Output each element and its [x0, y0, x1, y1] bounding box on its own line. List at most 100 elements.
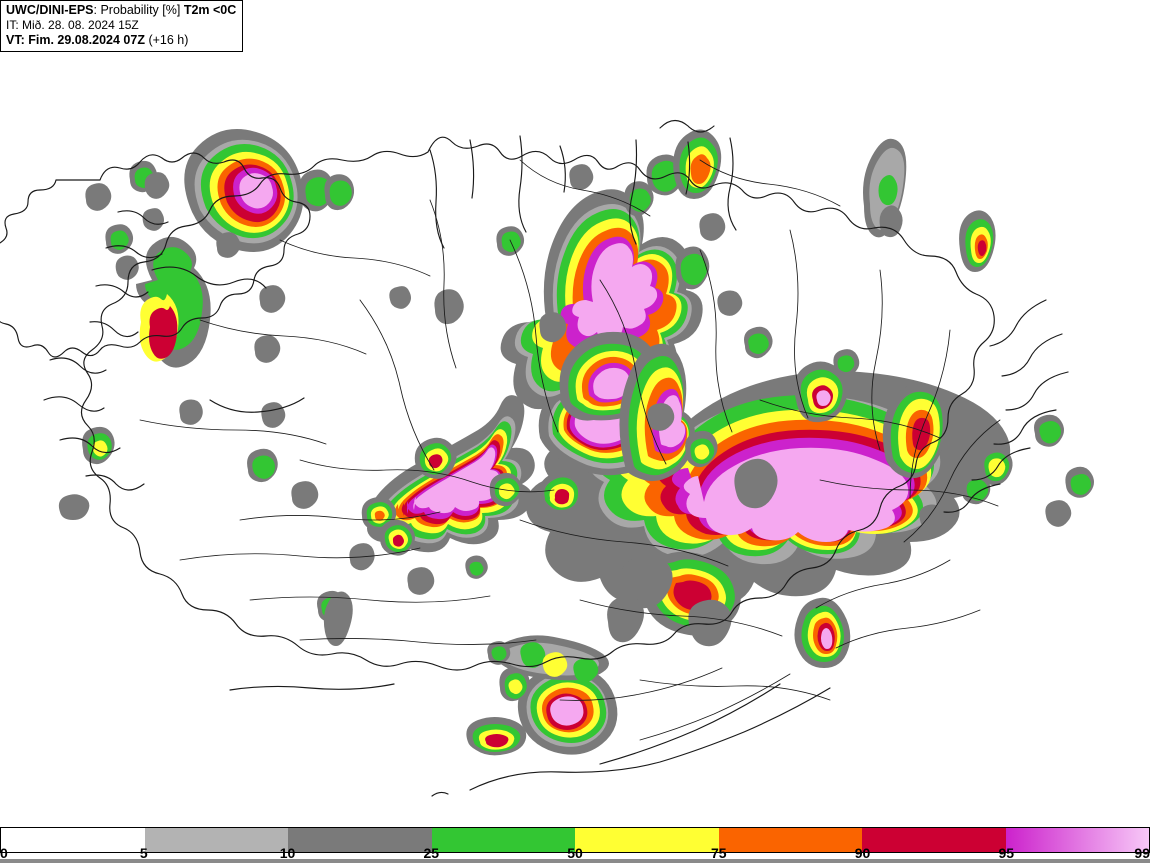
coastline-n-fjord5 — [629, 139, 638, 245]
coastline-s-sandur — [469, 687, 831, 791]
colorbar-tick-99: 99 — [1134, 845, 1150, 861]
e3-green — [966, 479, 988, 501]
coastline-e-fjord2 — [1001, 333, 1063, 377]
colorbar-tick-5: 5 — [139, 845, 148, 861]
contour-group-east — [961, 414, 1094, 527]
contour-group-langjokull — [361, 395, 535, 556]
nc3-green — [680, 253, 707, 286]
colorbar-tick-25: 25 — [423, 845, 440, 861]
wf-green-sat9 — [252, 455, 275, 479]
init-time: Mið. 28. 08. 2024 15Z — [22, 18, 139, 33]
sg20 — [607, 595, 644, 643]
myr-pink — [550, 696, 584, 726]
coastline-wf-fjord7 — [59, 437, 121, 454]
wf-green-sat2 — [110, 230, 129, 250]
nh-pink-upper — [572, 243, 658, 342]
coastline-wf-fjord8 — [85, 474, 145, 491]
hofs-sat-crimson — [554, 489, 570, 505]
map-canvas[interactable] — [0, 0, 1150, 820]
bottom-rule — [0, 859, 1150, 863]
sg19 — [688, 599, 732, 647]
coastline-s-west — [229, 683, 395, 691]
wf-grey-sat16 — [254, 335, 281, 363]
sg4 — [407, 567, 435, 595]
coastline-n-fjord3 — [518, 135, 527, 233]
nc2-orange — [690, 154, 711, 184]
info-line-product: UWC/DINI-EPS: Probability [%] T2m <0C — [6, 3, 236, 18]
wf-ridge-crimson — [149, 306, 178, 359]
iceland-probability-map — [0, 119, 1094, 797]
colorbar-tick-labels: 0 5 10 25 50 75 90 95 99 — [0, 845, 1150, 863]
colorbar-segment-50-75[interactable] — [575, 828, 719, 852]
coastline-e-fjord6 — [943, 483, 1001, 513]
wf-grey-sat11 — [58, 494, 90, 520]
coastline-n-fjord2 — [469, 139, 475, 199]
coastline-wf-fjord3 — [95, 284, 149, 298]
wf-grey-sat3 — [144, 172, 170, 199]
coastline-wf-fjord1 — [117, 210, 169, 225]
coastline-e-fjord5 — [971, 447, 1031, 481]
sg9g — [748, 333, 769, 354]
south-arc-green2 — [573, 658, 599, 683]
model-name: UWC/DINI-EPS — [6, 3, 94, 17]
nc5-crimson — [977, 240, 987, 256]
coastline-iceland — [80, 136, 995, 671]
sg5g — [469, 561, 484, 576]
sg3 — [323, 591, 353, 646]
coastline-s-detail — [599, 683, 781, 765]
wf-green-sat19 — [329, 180, 352, 206]
nc6-pink — [816, 390, 831, 406]
coastline-e-fjord1 — [989, 299, 1047, 347]
sg13 — [699, 213, 726, 241]
contour-tongue-south-pink — [821, 628, 833, 649]
colorbar-segment-5-10[interactable] — [144, 828, 288, 852]
variable-label: T2m <0C — [183, 3, 237, 17]
wf-grey-sat15 — [389, 286, 411, 309]
sg7 — [539, 312, 567, 343]
south-arc-yellow — [542, 652, 568, 677]
sg17 — [734, 458, 778, 509]
colorbar-segment-0-5[interactable] — [1, 828, 145, 852]
nc4-green — [878, 175, 898, 206]
coastline-wf-fjord5 — [49, 357, 107, 374]
map-info-box: UWC/DINI-EPS: Probability [%] T2m <0C IT… — [0, 0, 244, 53]
coastline-n-peninsula — [659, 119, 715, 133]
coastline-westfjords — [0, 152, 311, 358]
product-label: : Probability [%] — [93, 3, 184, 17]
eyja-crimson — [485, 734, 509, 748]
wf-grey-sat4 — [85, 183, 112, 211]
coastline-n-fjord1 — [429, 149, 445, 249]
probability-contour-field — [58, 129, 1094, 756]
init-label: IT: — [6, 18, 23, 33]
info-line-init: IT: Mið. 28. 08. 2024 15Z — [6, 18, 236, 33]
colorbar-segment-10-25[interactable] — [288, 828, 432, 852]
sg11 — [569, 164, 594, 190]
coastline-wf-neck — [209, 397, 305, 413]
coastline-n-fjord6 — [685, 141, 691, 195]
e4-green — [1070, 474, 1091, 495]
nh2-pink — [593, 367, 631, 400]
coastline-wf-inner — [151, 266, 267, 289]
colorbar-segment-95-99[interactable] — [1005, 828, 1149, 852]
wf-grey-sat6 — [142, 208, 164, 231]
e2-green — [1039, 421, 1061, 444]
sg18 — [620, 554, 673, 609]
colorbar-segment-25-50[interactable] — [431, 828, 575, 852]
colorbar-segment-75-90[interactable] — [718, 828, 862, 852]
sg14 — [647, 403, 675, 431]
colorbar-tick-50: 50 — [567, 845, 583, 861]
lead-time: (+16 h) — [144, 32, 189, 47]
colorbar-segment-90-95[interactable] — [862, 828, 1006, 852]
e5-grey — [1045, 500, 1072, 527]
sg16 — [919, 504, 945, 530]
lang-sat-sw-crimson — [392, 534, 404, 547]
sg8 — [717, 290, 743, 316]
colorbar-tick-75: 75 — [710, 845, 727, 861]
wf-grey-sat13 — [216, 232, 241, 258]
coastline-e-fjord3 — [1005, 371, 1069, 411]
probability-colorbar[interactable] — [0, 827, 1150, 853]
admin-boundary-layer — [139, 159, 1001, 741]
colorbar-tick-95: 95 — [998, 845, 1015, 861]
valid-time: Fim. 29.08.2024 07Z — [28, 32, 145, 47]
coastline-wf-fjord4 — [89, 321, 139, 338]
